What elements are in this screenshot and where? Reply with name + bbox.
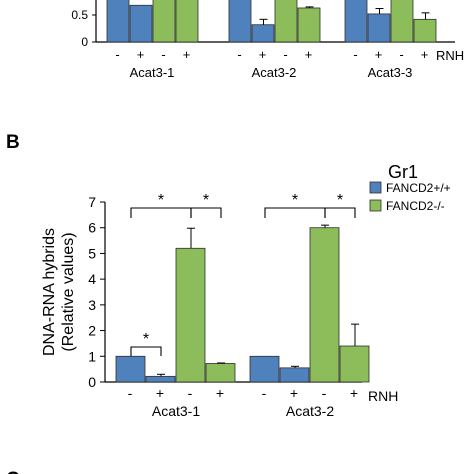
rnh-label: + (216, 385, 224, 401)
y-tick-label: 3 (88, 297, 96, 313)
significance-bracket (190, 207, 222, 218)
significance-bracket (324, 207, 356, 218)
legend-entry: FANCD2+/+ (386, 181, 451, 195)
legend-title: Gr1 (388, 162, 418, 182)
rnh-label: - (188, 385, 193, 401)
rnh-label: - (161, 47, 165, 62)
significance-star: * (143, 331, 149, 348)
bar (175, 247, 206, 383)
y-tick-label: 0 (88, 374, 96, 390)
category-label: Acat3-1 (130, 65, 175, 80)
significance-bracket (130, 346, 162, 356)
category-label: Acat3-3 (368, 65, 413, 80)
bar (129, 4, 153, 43)
rnh-label: - (353, 47, 357, 62)
rnh-label: + (350, 385, 358, 401)
legend-swatch (369, 199, 382, 212)
rnh-label: - (322, 385, 327, 401)
bar (390, 0, 414, 43)
rnh-label: + (137, 47, 145, 62)
rnh-label: + (183, 47, 191, 62)
rnh-label: + (259, 47, 267, 62)
rnh-label: + (156, 385, 164, 401)
significance-bracket (130, 207, 192, 218)
bar (339, 345, 370, 383)
legend-entry: FANCD2-/- (386, 199, 445, 213)
bar (152, 0, 176, 43)
significance-star: * (203, 192, 209, 209)
bar (175, 0, 199, 43)
legend-swatch (369, 181, 382, 194)
rnh-label: - (237, 47, 241, 62)
rnh-label: - (399, 47, 403, 62)
significance-star: * (292, 192, 298, 209)
panel-b-label: B (6, 132, 20, 153)
category-label: Acat3-2 (286, 403, 334, 419)
rnh-label: + (375, 47, 383, 62)
significance-bracket (264, 207, 326, 218)
bar (115, 355, 146, 383)
y-tick-label: 5 (88, 245, 96, 261)
rnh-label: + (290, 385, 298, 401)
panel-b-chart: 0 1 2 3 4 5 6 7 DNA-RNA hybrids (Relative values)… (41, 162, 451, 419)
bar (367, 13, 391, 43)
bar (279, 367, 310, 383)
y-tick-label: 0.5 (71, 8, 88, 22)
rnh-label: + (421, 47, 429, 62)
significance-star: * (337, 192, 343, 209)
rnh-axis-label: RNH (436, 48, 464, 63)
y-axis-title-line2: (Relative values) (60, 232, 77, 351)
y-tick-label: 2 (88, 323, 96, 339)
panel-c-label: C (6, 469, 20, 474)
bar (228, 0, 252, 43)
rnh-label: - (283, 47, 287, 62)
rnh-label: - (262, 385, 267, 401)
bar (344, 0, 368, 43)
bar (145, 375, 176, 383)
y-tick-label: 0 (81, 35, 88, 49)
bar (413, 18, 437, 43)
bar (309, 227, 340, 383)
bar (249, 355, 280, 383)
bar (297, 7, 321, 43)
y-tick-label: 4 (88, 271, 96, 287)
bar (205, 363, 236, 383)
rnh-label: + (305, 47, 313, 62)
bar (274, 0, 298, 43)
bar (251, 24, 275, 43)
significance-star: * (158, 192, 164, 209)
rnh-label: - (128, 385, 133, 401)
rnh-axis-label: RNH (368, 388, 398, 404)
rnh-label: - (115, 47, 119, 62)
category-label: Acat3-1 (152, 403, 200, 419)
y-tick-label: 6 (88, 220, 96, 236)
category-label: Acat3-2 (252, 65, 297, 80)
y-axis-title: DNA-RNA hybrids (Relative values) (41, 228, 77, 356)
y-axis-title-line1: DNA-RNA hybrids (41, 228, 58, 356)
y-tick-label: 1 (88, 348, 96, 364)
bar (106, 0, 130, 43)
y-tick-label: 7 (88, 194, 96, 210)
